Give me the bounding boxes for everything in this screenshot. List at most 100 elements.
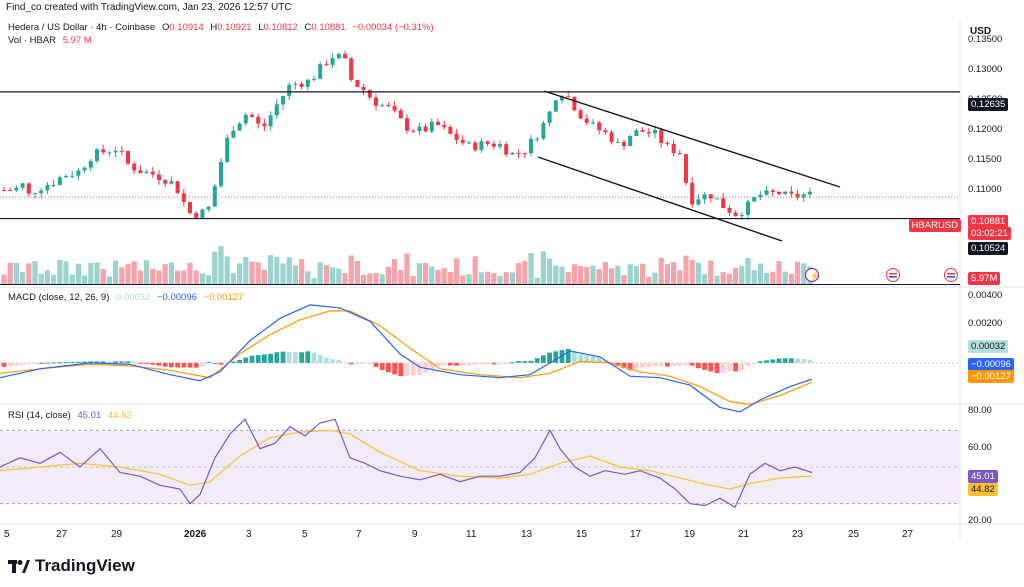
candle bbox=[33, 193, 37, 195]
symbol-title[interactable]: Hedera / US Dollar · 4h · Coinbase bbox=[8, 22, 156, 33]
candle bbox=[70, 175, 75, 177]
candle bbox=[733, 212, 738, 217]
candle bbox=[696, 199, 701, 205]
volume-bar bbox=[621, 275, 627, 285]
volume-bar bbox=[627, 264, 633, 285]
volume-bar bbox=[20, 271, 26, 285]
rsi-tick: 60.00 bbox=[968, 442, 992, 453]
rsi-legend: RSI (14, close) 45.01 44.82 bbox=[8, 410, 136, 421]
macd-hist-bar bbox=[175, 362, 180, 368]
volume-bar bbox=[212, 251, 218, 285]
candle bbox=[188, 202, 192, 214]
macd-hist-bar bbox=[324, 357, 329, 363]
volume-bar bbox=[162, 264, 168, 285]
macd-signal-value: −0.00127 bbox=[203, 292, 244, 303]
candle bbox=[20, 183, 25, 188]
volume-bar bbox=[677, 270, 683, 285]
candle bbox=[293, 83, 298, 85]
candle bbox=[671, 143, 676, 154]
rsi-ma-value: 44.82 bbox=[107, 410, 132, 421]
candle bbox=[708, 194, 713, 199]
rsi-line bbox=[0, 418, 813, 509]
macd-hist-bar bbox=[572, 351, 577, 363]
candle bbox=[603, 130, 608, 133]
candle bbox=[45, 184, 50, 191]
candle bbox=[467, 142, 471, 144]
volume-bar bbox=[268, 255, 274, 285]
macd-signal-tag: −0.00127 bbox=[968, 370, 1014, 383]
macd-hist-bar bbox=[100, 361, 106, 363]
volume-bar bbox=[683, 255, 689, 285]
macd-hist-bar bbox=[708, 362, 714, 372]
macd-hist-bar bbox=[510, 362, 515, 364]
candle bbox=[560, 96, 564, 101]
candle bbox=[640, 130, 645, 132]
volume-bar bbox=[671, 262, 677, 285]
price-tick: 0.13500 bbox=[968, 34, 1003, 45]
candle bbox=[26, 183, 31, 194]
time-tick: 3 bbox=[246, 529, 252, 540]
macd-hist-bar bbox=[770, 359, 776, 363]
volume-bar bbox=[57, 259, 63, 285]
volume-bar bbox=[317, 262, 323, 285]
macd-hist-bar bbox=[305, 351, 311, 363]
volume-bar bbox=[199, 273, 205, 285]
macd-hist-bar bbox=[640, 362, 645, 368]
candle bbox=[417, 126, 422, 132]
macd-hist-bar bbox=[683, 362, 689, 366]
volume-bar bbox=[385, 266, 391, 285]
price-tick: 0.13000 bbox=[968, 64, 1003, 75]
macd-hist-bar bbox=[280, 351, 286, 363]
candle bbox=[789, 191, 794, 194]
macd-hist-bar bbox=[764, 360, 769, 363]
candle bbox=[758, 194, 763, 198]
macd-hist-bar bbox=[249, 355, 255, 363]
rsi-tick: 20.00 bbox=[968, 515, 992, 526]
rsi-label[interactable]: RSI (14, close) bbox=[8, 410, 71, 421]
macd-hist-bar bbox=[714, 362, 720, 374]
volume-bar bbox=[423, 262, 429, 285]
volume-bar bbox=[652, 272, 658, 285]
volume-bar bbox=[478, 272, 484, 285]
macd-hist-bar bbox=[330, 359, 335, 363]
macd-hist-bar bbox=[38, 362, 44, 364]
macd-hist-bar bbox=[497, 362, 503, 365]
candle bbox=[126, 151, 130, 164]
volume-bar bbox=[7, 262, 13, 285]
volume-bar bbox=[125, 264, 131, 285]
macd-label[interactable]: MACD (close, 12, 26, 9) bbox=[8, 292, 110, 303]
macd-hist-bar bbox=[590, 356, 596, 363]
macd-hist-bar bbox=[702, 362, 707, 370]
macd-hist-bar bbox=[429, 362, 435, 370]
volume-bar bbox=[801, 263, 807, 285]
volume-bar bbox=[664, 264, 670, 285]
macd-hist-bar bbox=[193, 362, 199, 368]
event-icon bbox=[804, 267, 820, 283]
close-value: 0.10881 bbox=[311, 22, 346, 33]
currency-label: USD bbox=[970, 26, 992, 37]
volume-bar bbox=[330, 267, 336, 285]
candle bbox=[739, 215, 744, 217]
candle bbox=[448, 127, 453, 134]
volume-bar bbox=[100, 269, 106, 285]
macd-hist-bar bbox=[361, 362, 366, 364]
volume-bar bbox=[75, 263, 81, 285]
macd-hist-bar bbox=[20, 362, 25, 365]
macd-hist-bar bbox=[448, 362, 453, 366]
candle bbox=[597, 122, 602, 131]
macd-hist-bar bbox=[169, 362, 174, 368]
tradingview-logo[interactable]: TradingView bbox=[8, 556, 135, 576]
macd-hist-bar bbox=[317, 355, 323, 363]
macd-hist-bar bbox=[373, 362, 379, 367]
time-tick: 7 bbox=[356, 529, 362, 540]
candle bbox=[609, 132, 614, 143]
volume-bar bbox=[633, 266, 639, 285]
volume-bar bbox=[38, 273, 44, 285]
candle bbox=[262, 123, 267, 127]
macd-hist-bar bbox=[14, 362, 19, 366]
volume-label[interactable]: Vol · HBAR bbox=[8, 35, 57, 46]
last-price-label: 0.10881 bbox=[968, 215, 1009, 228]
candle bbox=[349, 58, 354, 80]
time-tick: 13 bbox=[521, 529, 533, 540]
